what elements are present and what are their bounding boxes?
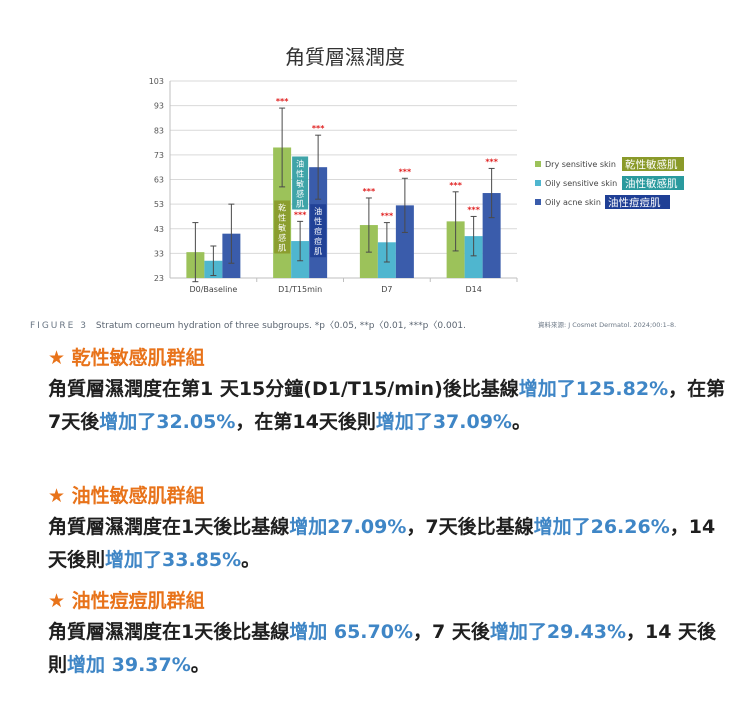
y-tick-label: 73	[154, 151, 164, 160]
significance-marker: ***	[276, 97, 289, 106]
legend-tag: 油性敏感肌	[625, 177, 678, 190]
section-title: ★ 乾性敏感肌群組	[48, 347, 205, 369]
highlight-value: 增加 65.70%	[289, 621, 413, 643]
section-body: 角質層濕潤度在第1 天15分鐘(D1/T15/min)後比基線增加了125.82…	[48, 373, 728, 439]
bar-label-char: 痘	[314, 226, 322, 236]
bar-label-char: 性	[296, 168, 304, 178]
bar-label-char: 敏	[278, 222, 286, 232]
section-title: ★ 油性敏感肌群組	[48, 485, 205, 507]
bar-label-box	[292, 156, 309, 210]
y-tick-label: 23	[154, 274, 164, 283]
section-title: ★ 油性痘痘肌群組	[48, 590, 205, 612]
legend-tag-box	[605, 195, 670, 209]
source-citation: 資料來源: J Cosmet Dermatol. 2024;00:1–8.	[538, 321, 677, 329]
significance-marker: ***	[449, 181, 462, 190]
highlight-value: 增加了26.26%	[533, 516, 670, 538]
body-text: 角質層濕潤度在1天後比基線	[48, 516, 290, 538]
y-tick-label: 83	[154, 126, 164, 135]
bar-label-char: 感	[296, 188, 304, 198]
x-tick-label: D1/T15min	[278, 285, 322, 294]
body-text: ，在第7天後	[48, 378, 726, 433]
significance-marker: ***	[381, 212, 394, 221]
body-text: ，7 天後	[413, 621, 490, 643]
bar-label-char: 肌	[278, 243, 286, 252]
section-oily-acne: ★ 油性痘痘肌群組 角質層濕潤度在1天後比基線增加 65.70%，7 天後增加了…	[48, 588, 728, 682]
legend-swatch	[535, 161, 541, 167]
chart-figure: 角質層濕潤度 23 33 43 53 63 73 83 93 103 D0/Baseline D1/T…	[0, 0, 740, 340]
y-tick-label: 53	[154, 200, 164, 209]
section-body: 角質層濕潤度在1天後比基線增加27.09%，7天後比基線增加了26.26%，14…	[48, 511, 728, 577]
x-tick-label: D7	[381, 285, 392, 294]
y-tick-label: 93	[154, 102, 164, 111]
y-tick-label: 33	[154, 249, 164, 258]
body-text: 。	[511, 411, 531, 433]
highlight-value: 增加了37.09%	[375, 411, 512, 433]
bar-label-box	[274, 200, 291, 254]
significance-marker: ***	[467, 205, 480, 214]
figure-label: FIGURE 3	[30, 321, 88, 331]
y-tick-label: 103	[149, 77, 164, 86]
body-text: ，14天後則	[48, 516, 716, 571]
figure-caption-text: Stratum corneum hydration of three subgr…	[95, 321, 467, 331]
highlight-value: 增加了32.05%	[99, 411, 236, 433]
section-body: 角質層濕潤度在1天後比基線增加 65.70%，7 天後增加了29.43%，14 …	[48, 616, 728, 682]
body-text: 。	[190, 654, 210, 676]
bar	[482, 193, 501, 278]
significance-marker: ***	[312, 124, 325, 133]
section-oily-sensitive: ★ 油性敏感肌群組 角質層濕潤度在1天後比基線增加27.09%，7天後比基線增加…	[48, 483, 728, 577]
chart-title: 角質層濕潤度	[285, 45, 405, 69]
highlight-value: 增加了29.43%	[489, 621, 626, 643]
section-dry-sensitive: ★ 乾性敏感肌群組 角質層濕潤度在第1 天15分鐘(D1/T15/min)後比基…	[48, 345, 728, 439]
significance-marker: ***	[485, 157, 498, 166]
figure-caption: FIGURE 3 Stratum corneum hydration of thr…	[30, 318, 466, 331]
body-text: 角質層濕潤度在1天後比基線	[48, 621, 290, 643]
bar-label-char: 痘	[314, 236, 322, 246]
bar-label-char: 乾	[278, 202, 286, 212]
body-text: 角質層濕潤度在第1 天15分鐘(D1/T15/min)後比基線	[48, 378, 519, 400]
bar-label-char: 肌	[296, 199, 304, 208]
bar	[464, 236, 483, 278]
highlight-value: 增加 39.37%	[67, 654, 191, 676]
significance-marker: ***	[363, 187, 376, 196]
legend-label: Dry sensitive skin	[545, 160, 616, 169]
bar-label-char: 性	[278, 212, 286, 222]
highlight-value: 增加27.09%	[289, 516, 407, 538]
bar	[395, 205, 414, 278]
bar-label-char: 油	[296, 158, 304, 168]
y-tick-label: 43	[154, 225, 164, 234]
legend-tag-box	[622, 176, 684, 190]
significance-marker: ***	[399, 167, 412, 176]
body-text: ，7天後比基線	[406, 516, 534, 538]
legend-tag: 油性痘痘肌	[608, 196, 661, 209]
bar-label-char: 性	[314, 216, 322, 226]
legend-label: Oily acne skin	[545, 198, 601, 207]
highlight-value: 增加了33.85%	[105, 549, 242, 571]
bar-label-char: 感	[278, 232, 286, 242]
legend-swatch	[535, 180, 541, 186]
significance-marker: ***	[294, 210, 307, 219]
body-text: 。	[241, 549, 261, 571]
bar-chart: 角質層濕潤度 23 33 43 53 63 73 83 93 103 D0/Baseline D1/T…	[149, 45, 684, 294]
bar-label-char: 肌	[314, 247, 322, 256]
highlight-value: 增加了125.82%	[518, 378, 669, 400]
bar-label-char: 油	[314, 206, 322, 216]
y-tick-label: 63	[154, 176, 164, 185]
body-text: ，14 天後則	[48, 621, 717, 676]
legend-label: Oily sensitive skin	[545, 179, 617, 188]
x-tick-label: D0/Baseline	[189, 285, 237, 294]
bar-label-char: 敏	[296, 178, 304, 188]
legend-tag: 乾性敏感肌	[625, 158, 678, 171]
body-text: ，在第14天後則	[235, 411, 376, 433]
legend-tag-box	[622, 157, 684, 171]
x-tick-label: D14	[465, 285, 481, 294]
bar-label-box	[310, 204, 327, 258]
legend-swatch	[535, 199, 541, 205]
